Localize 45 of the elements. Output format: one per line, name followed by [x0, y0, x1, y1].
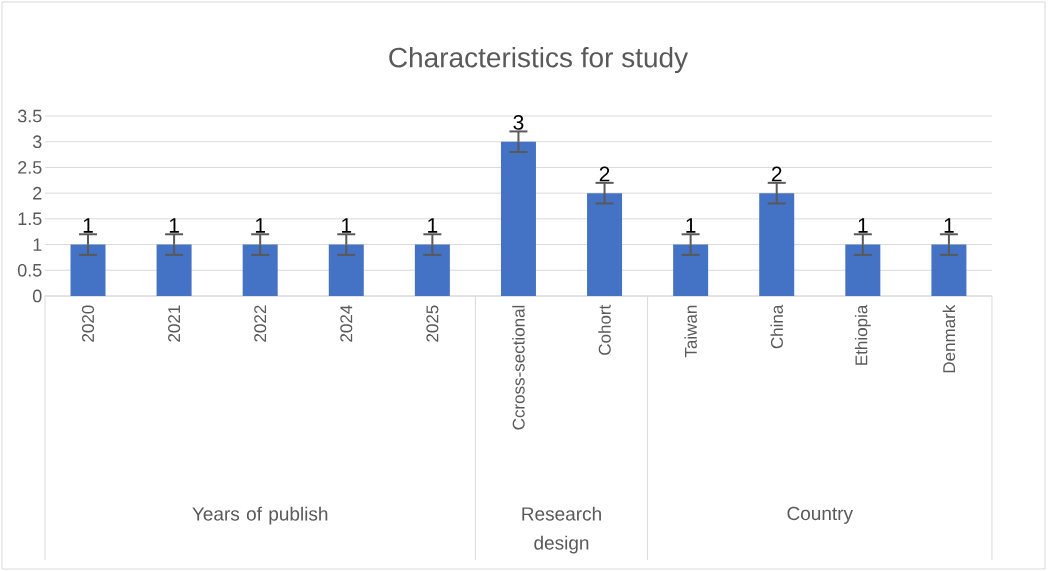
- y-tick-label: 0: [32, 289, 42, 303]
- data-label: 1: [686, 218, 696, 233]
- x-tick-label: 2020: [81, 305, 95, 342]
- bar: [328, 244, 364, 296]
- y-tick-label: 2: [33, 186, 42, 200]
- bar: [673, 244, 709, 296]
- x-tick-label: 2021: [168, 305, 181, 342]
- bar: [845, 244, 881, 296]
- y-tick-label: 0.5: [17, 263, 42, 277]
- x-tick-label: 2024: [340, 305, 353, 342]
- data-label: 1: [342, 218, 352, 233]
- x-tick-label: Taiwan: [684, 305, 697, 358]
- bar: [759, 193, 795, 296]
- bar: [242, 244, 278, 296]
- data-label: 1: [169, 218, 179, 233]
- bar: [156, 244, 192, 296]
- text: Country: [787, 506, 853, 524]
- data-label: 2: [771, 166, 782, 182]
- data-label: 3: [513, 114, 524, 130]
- x-tick-label: 2025: [426, 305, 439, 342]
- bar: [587, 193, 623, 296]
- bar: [414, 244, 450, 296]
- data-label: 1: [944, 218, 954, 233]
- y-tick-label: 3: [32, 135, 42, 149]
- data-label: 1: [255, 218, 265, 233]
- data-label: 1: [428, 218, 438, 233]
- y-tick-label: 2.5: [18, 161, 42, 174]
- y-tick-label: 1.5: [18, 212, 42, 226]
- y-tick-label: 1: [33, 238, 42, 251]
- x-tick-label: Ccross-sectional: [512, 305, 525, 430]
- bar: [500, 141, 536, 296]
- text: Research design: [522, 506, 601, 554]
- x-tick-label: Denmark: [942, 304, 956, 373]
- data-label: 1: [858, 218, 868, 233]
- x-tick-label: Cohort: [598, 304, 611, 355]
- bar: [931, 244, 967, 296]
- bar: [70, 244, 106, 296]
- chart-title: Characteristics for study: [389, 46, 689, 74]
- x-tick-label: 2022: [254, 305, 267, 342]
- x-tick-label: China: [770, 304, 783, 349]
- x-tick-label: Ethiopia: [854, 304, 871, 365]
- y-tick-label: 3.5: [17, 109, 42, 123]
- text: Years of publish: [192, 506, 328, 525]
- data-label: 2: [599, 166, 610, 182]
- data-label: 1: [83, 218, 93, 233]
